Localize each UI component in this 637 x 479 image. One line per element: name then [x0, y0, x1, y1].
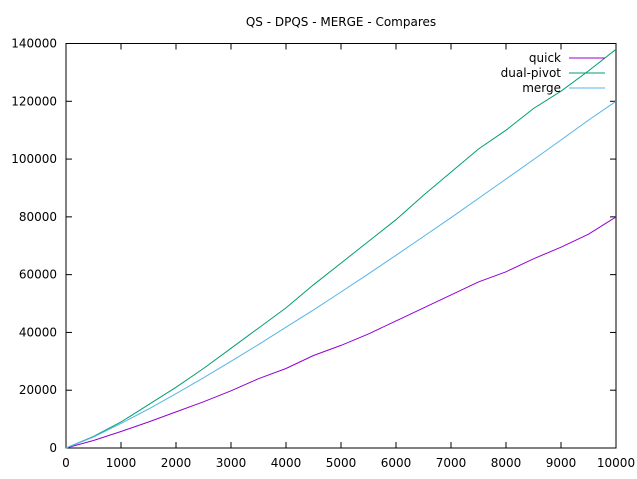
y-tick-label: 140000: [11, 37, 57, 51]
y-tick-label: 20000: [19, 383, 57, 397]
x-tick-label: 2000: [161, 456, 192, 470]
x-tick-label: 5000: [326, 456, 357, 470]
y-tick-label: 60000: [19, 268, 57, 282]
legend-label-quick: quick: [529, 51, 561, 65]
y-tick-label: 40000: [19, 325, 57, 339]
y-tick-label: 0: [49, 441, 57, 455]
axes: 0 1000 2000 3000 4000 5000 6000 7000 8000 9000 100…: [11, 37, 635, 471]
legend-label-merge: merge: [522, 81, 561, 95]
x-tick-label: 8000: [491, 456, 522, 470]
series-line-quick: [65, 216, 617, 449]
chart-title: QS - DPQS - MERGE - Compares: [246, 15, 436, 29]
y-tick-label: 120000: [11, 94, 57, 108]
x-tick-label: 0: [62, 456, 70, 470]
series-line-merge: [65, 100, 617, 449]
plot-frame: [65, 43, 617, 449]
x-tick-label: 1000: [106, 456, 137, 470]
series-lines: [65, 48, 617, 449]
x-tick-label: 9000: [546, 456, 577, 470]
x-tick-label: 6000: [381, 456, 412, 470]
series-line-dual-pivot: [65, 48, 617, 449]
x-tick-label: 3000: [216, 456, 247, 470]
x-tick-label: 7000: [436, 456, 467, 470]
legend-label-dual-pivot: dual-pivot: [501, 66, 562, 80]
y-tick-label: 100000: [11, 152, 57, 166]
x-tick-label: 4000: [271, 456, 302, 470]
x-tick-label: 10000: [597, 456, 635, 470]
y-tick-label: 80000: [19, 210, 57, 224]
